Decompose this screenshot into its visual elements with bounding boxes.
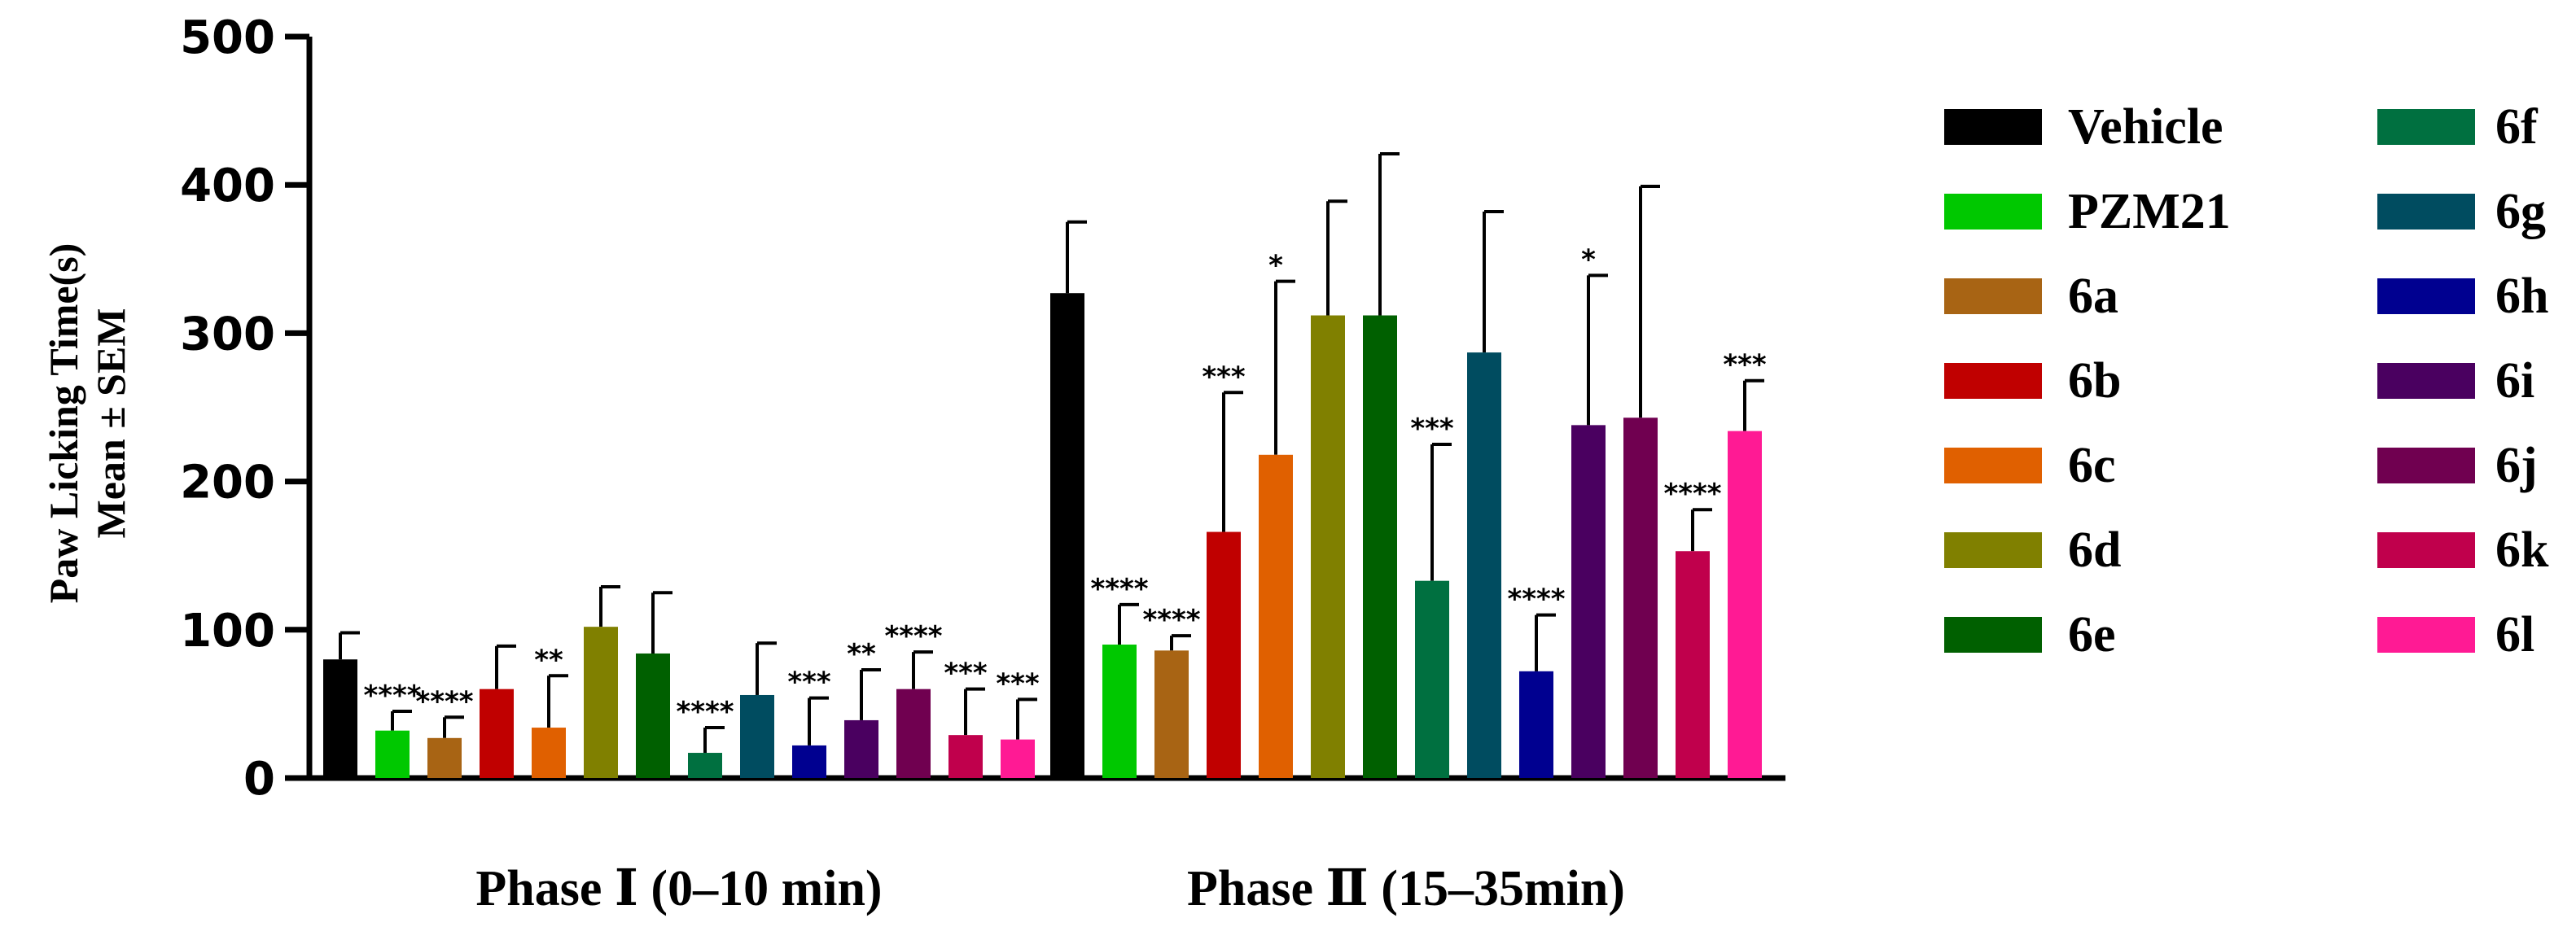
bar-pzm21 (1102, 645, 1137, 778)
legend-label: 6h (2495, 269, 2548, 324)
legend-label: 6f (2495, 99, 2539, 155)
y-tick-label: 200 (180, 457, 275, 509)
significance-label: **** (1090, 573, 1148, 606)
significance-label: *** (787, 667, 831, 699)
legend-label: 6g (2495, 184, 2546, 239)
legend-label: 6c (2068, 438, 2116, 493)
bar-pzm21 (375, 730, 410, 778)
bar-6e (636, 653, 670, 778)
legend-label: 6e (2068, 607, 2116, 662)
legend-swatch-6b (1944, 363, 2042, 399)
y-tick-label: 100 (180, 605, 275, 658)
legend-swatch-6i (2377, 363, 2475, 399)
bar-6k (948, 735, 983, 778)
bar-6g (1467, 352, 1501, 778)
bar-6a (427, 737, 462, 778)
significance-label: *** (1410, 413, 1454, 445)
legend-label: 6a (2068, 269, 2118, 324)
bars: ************************** **************… (323, 151, 1767, 778)
significance-label: **** (1507, 584, 1565, 616)
y-tick-label: 0 (243, 753, 275, 806)
bar-vehicle (323, 659, 357, 778)
bar-6b (480, 689, 514, 778)
significance-label: *** (1723, 349, 1767, 382)
significance-label: **** (415, 685, 473, 718)
significance-label: *** (996, 667, 1040, 700)
bar-6d (1311, 315, 1345, 778)
legend-label: Vehicle (2068, 99, 2223, 155)
legend-swatch-vehicle (1944, 109, 2042, 145)
significance-label: * (1581, 243, 1596, 276)
bar-6j (896, 689, 931, 778)
significance-label: *** (1202, 361, 1246, 393)
legend-swatch-6g (2377, 194, 2475, 230)
axes: 0 100 200 300 400 500 (180, 11, 1785, 806)
y-axis-label-group: Paw Licking Time(s) Mean ± SEM (41, 243, 134, 604)
x-category-label: Phase Ⅰ (0–10 min) (475, 861, 882, 916)
bar-6k (1676, 551, 1710, 778)
bar-6j (1623, 418, 1658, 778)
bar-6c (1259, 454, 1293, 778)
bar-6d (584, 627, 618, 778)
y-tick-label: 300 (180, 308, 275, 361)
bar-6h (792, 745, 826, 778)
significance-label: **** (1663, 478, 1721, 510)
x-axis-labels: Phase Ⅰ (0–10 min) Phase Ⅱ (15–35min) (475, 861, 1625, 916)
legend-swatch-6c (1944, 448, 2042, 483)
bar-6e (1363, 315, 1397, 778)
bar-vehicle (1050, 293, 1084, 778)
significance-label: ** (534, 644, 563, 676)
y-axis-label-line1: Paw Licking Time(s) (41, 243, 86, 604)
legend-label: 6i (2495, 353, 2534, 409)
bar-6g (740, 694, 774, 778)
bar-6i (1571, 425, 1606, 778)
legend: Vehicle PZM21 6a 6b 6c 6d 6e 6f 6g 6h 6i 6j 6k 6l (1944, 99, 2549, 662)
bar-6h (1519, 671, 1553, 778)
legend-label: 6k (2495, 522, 2549, 578)
y-tick-label: 500 (180, 11, 275, 64)
bar-6i (844, 719, 878, 778)
legend-swatch-6j (2377, 448, 2475, 483)
legend-label: 6d (2068, 522, 2121, 578)
significance-label: **** (1142, 604, 1200, 636)
significance-label: ** (847, 638, 876, 671)
legend-swatch-6e (1944, 617, 2042, 653)
significance-label: *** (944, 658, 988, 690)
significance-label: **** (363, 680, 421, 712)
significance-label: **** (884, 620, 942, 653)
legend-label: 6j (2495, 438, 2538, 493)
legend-label: 6l (2495, 607, 2534, 662)
bar-6f (1415, 580, 1449, 778)
legend-swatch-6f (2377, 109, 2475, 145)
legend-swatch-6k (2377, 532, 2475, 568)
bar-6b (1207, 531, 1241, 778)
bar-6l (1728, 431, 1762, 778)
legend-swatch-6l (2377, 617, 2475, 653)
bar-6f (688, 753, 722, 778)
bar-6l (1001, 739, 1035, 778)
y-tick-label: 400 (180, 160, 275, 212)
x-category-label: Phase Ⅱ (15–35min) (1187, 861, 1625, 916)
y-axis-label-line2: Mean ± SEM (88, 308, 134, 539)
legend-swatch-pzm21 (1944, 194, 2042, 230)
legend-swatch-6d (1944, 532, 2042, 568)
legend-label: PZM21 (2068, 184, 2231, 239)
bar-6c (532, 728, 566, 778)
significance-label: * (1268, 250, 1283, 282)
bar-6a (1154, 650, 1189, 778)
legend-swatch-6a (1944, 278, 2042, 314)
legend-label: 6b (2068, 353, 2121, 409)
significance-label: **** (676, 696, 734, 728)
legend-swatch-6h (2377, 278, 2475, 314)
